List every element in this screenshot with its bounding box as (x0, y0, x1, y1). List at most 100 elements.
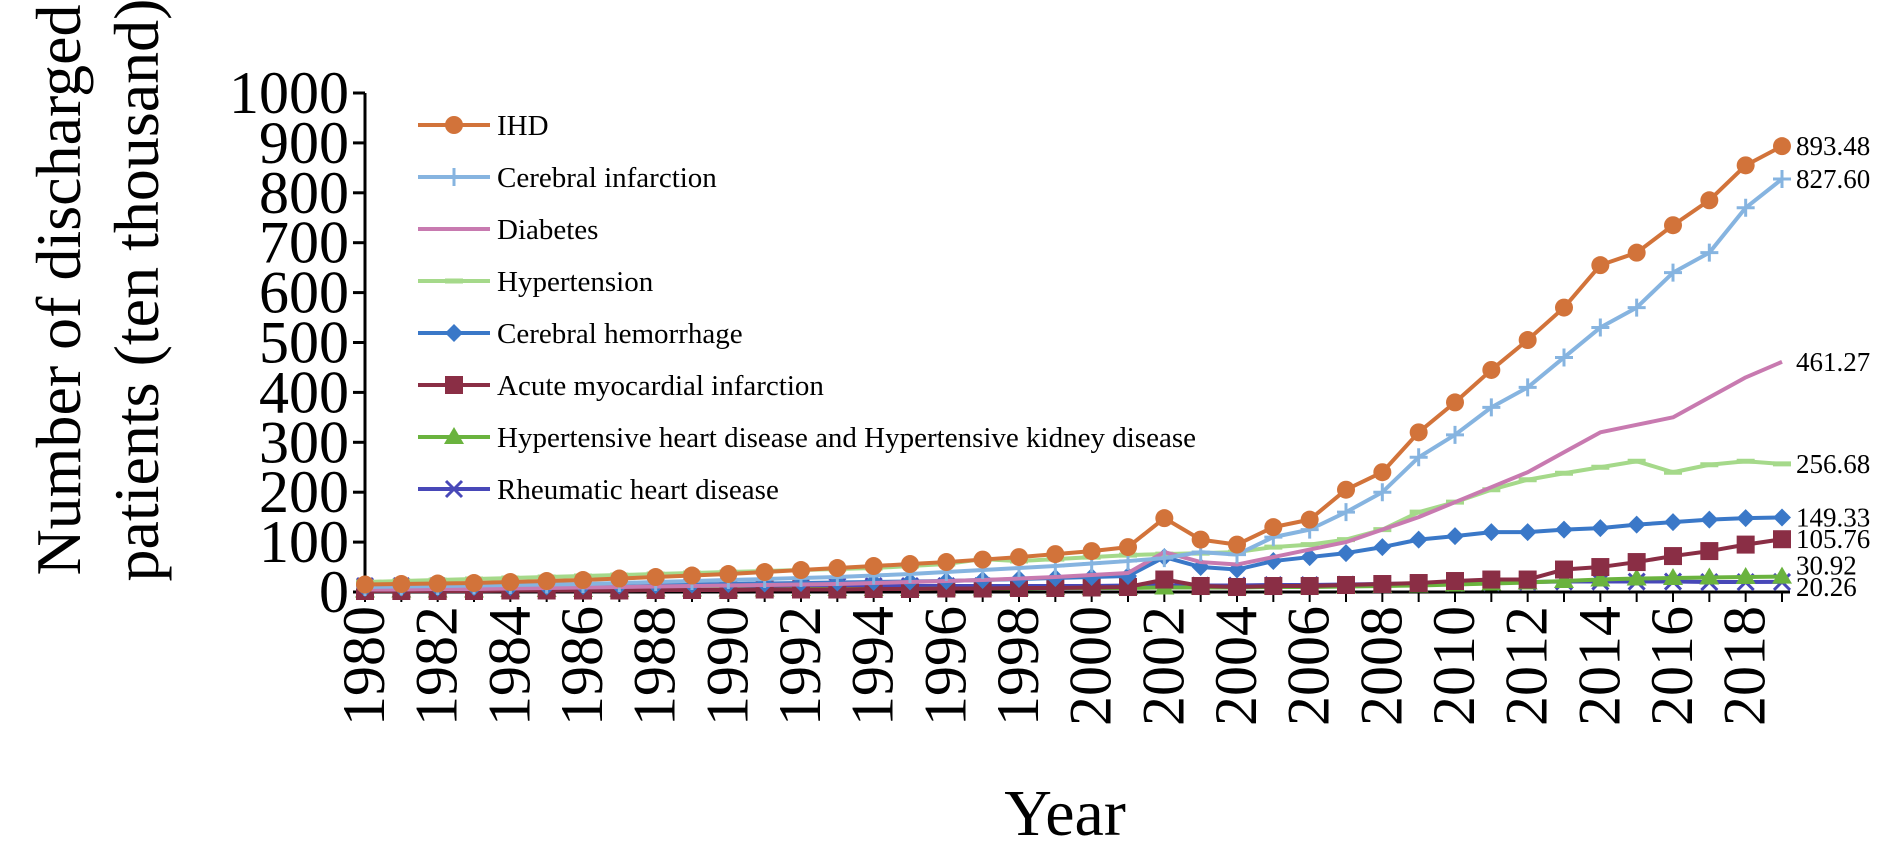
end-label-rheumatic-heart-disease: 20.26 (1796, 572, 1857, 602)
data-point-ihd (574, 571, 592, 590)
data-point-cerebral-infarction (1155, 549, 1174, 568)
data-point-cerebral-infarction (1518, 378, 1537, 397)
x-axis-title: Year (1004, 777, 1126, 850)
legend-item-diabetes: Diabetes (418, 214, 598, 246)
data-point-ihd (465, 574, 483, 593)
x-tick-label: 1992 (767, 606, 833, 726)
data-point-acute-myocardial-infarction (1773, 530, 1791, 549)
series-line-hypertension (364, 459, 1783, 585)
data-point-ihd (901, 555, 919, 574)
data-point-hypertensive-heart-disease-and-hypertensive-kidney-disease (1735, 567, 1756, 585)
y-tick-label: 100 (259, 509, 349, 575)
x-tick-label: 2004 (1203, 606, 1269, 726)
data-point-acute-myocardial-infarction (1555, 560, 1573, 579)
series-ihd (356, 137, 1791, 594)
end-label-hypertensive-heart-disease-and-hypertensive-kidney-disease: 30.92 (1796, 551, 1857, 581)
series-diabetes (365, 359, 1783, 592)
data-point-ihd (1337, 480, 1355, 499)
data-point-cerebral-hemorrhage (1518, 523, 1537, 542)
data-point-acute-myocardial-infarction (1300, 577, 1319, 596)
series-line-acute-myocardial-infarction (365, 537, 1783, 594)
y-tick-label: 0 (319, 559, 349, 625)
data-point-ihd (1373, 463, 1392, 482)
legend-marker-rheumatic-heart-disease (444, 479, 464, 499)
end-label-ihd: 893.48 (1796, 131, 1870, 161)
data-point-ihd (1409, 423, 1428, 442)
end-label-cerebral-infarction: 827.60 (1796, 164, 1870, 194)
data-point-cerebral-infarction (1591, 318, 1610, 337)
legend-label-cerebral-hemorrhage: Cerebral hemorrhage (497, 318, 743, 350)
data-point-ihd (973, 550, 992, 569)
x-tick-label: 1984 (476, 606, 542, 726)
data-point-ihd (1446, 393, 1464, 412)
data-point-cerebral-hemorrhage (1627, 515, 1646, 534)
data-point-ihd (1228, 535, 1246, 554)
data-point-acute-myocardial-infarction (1264, 577, 1283, 596)
data-point-cerebral-hemorrhage (1373, 538, 1392, 557)
data-point-acute-myocardial-infarction (1373, 575, 1392, 594)
data-point-cerebral-infarction (1773, 170, 1791, 189)
data-point-cerebral-hemorrhage (1664, 513, 1682, 532)
y-axis-title: Number of discharged patients (ten thous… (23, 0, 172, 581)
x-tick-label: 2018 (1712, 606, 1778, 726)
y-axis-title-line-1: Number of discharged (23, 4, 94, 575)
x-tick-label: 1990 (694, 606, 760, 726)
x-tick-label: 1996 (912, 606, 978, 726)
legend-marker-acute-myocardial-infarction (445, 376, 463, 394)
data-point-ihd (1664, 216, 1682, 235)
data-point-ihd (1155, 509, 1174, 528)
data-point-ihd (1482, 360, 1501, 379)
data-point-cerebral-infarction (1482, 398, 1501, 417)
legend-label-hypertension: Hypertension (497, 266, 654, 298)
legend-marker-hypertensive-heart-disease-and-hypertensive-kidney-disease (444, 427, 464, 444)
y-axis-title-line-2: patients (ten thousand) (101, 0, 172, 581)
data-point-cerebral-hemorrhage (1300, 548, 1319, 567)
data-point-cerebral-infarction (1555, 348, 1573, 367)
data-point-ihd (428, 574, 447, 593)
data-point-ihd (1591, 256, 1610, 275)
y-tick-label: 800 (259, 160, 349, 226)
end-label-acute-myocardial-infarction: 105.76 (1796, 524, 1870, 554)
data-point-acute-myocardial-infarction (1664, 547, 1682, 566)
x-tick-label: 1980 (331, 606, 397, 726)
data-point-ihd (537, 572, 556, 591)
legend-marker-cerebral-infarction (445, 168, 463, 186)
legend-label-cerebral-infarction: Cerebral infarction (497, 162, 717, 194)
x-tick-label: 1986 (549, 606, 615, 726)
data-point-ihd (1010, 548, 1028, 567)
data-point-ihd (646, 568, 665, 587)
data-point-acute-myocardial-infarction (1409, 574, 1428, 593)
legend-item-cerebral-hemorrhage: Cerebral hemorrhage (418, 318, 743, 350)
data-point-acute-myocardial-infarction (1119, 578, 1137, 597)
legend-item-cerebral-infarction: Cerebral infarction (418, 162, 717, 194)
data-point-ihd (1773, 137, 1791, 156)
data-point-ihd (1555, 298, 1573, 317)
data-point-acute-myocardial-infarction (1228, 578, 1246, 597)
x-tick-label: 2006 (1276, 606, 1342, 726)
data-point-ihd (610, 569, 629, 588)
data-point-cerebral-hemorrhage (1591, 519, 1610, 538)
data-point-cerebral-hemorrhage (1736, 509, 1755, 528)
data-point-acute-myocardial-infarction (1082, 578, 1101, 597)
x-axis-ticks: 1980 1982 1984 1986 1988 1990 1992 1994 1996 1998… (331, 592, 1783, 726)
data-point-ihd (1518, 331, 1537, 350)
data-point-ihd (1046, 545, 1065, 564)
y-tick-label: 400 (259, 359, 349, 425)
data-point-ihd (392, 575, 411, 594)
data-point-acute-myocardial-infarction (1446, 572, 1464, 591)
end-label-hypertension: 256.68 (1796, 449, 1870, 479)
data-point-cerebral-infarction (1627, 298, 1646, 317)
data-point-acute-myocardial-infarction (1700, 542, 1719, 561)
data-point-cerebral-hemorrhage (1773, 508, 1791, 527)
legend-item-ihd: IHD (418, 110, 549, 142)
data-point-cerebral-hemorrhage (1700, 510, 1719, 529)
legend-label-ihd: IHD (497, 110, 549, 142)
y-tick-label: 900 (259, 110, 349, 176)
y-tick-label: 300 (259, 409, 349, 475)
data-point-hypertensive-heart-disease-and-hypertensive-kidney-disease (1663, 568, 1683, 586)
data-point-cerebral-infarction (1700, 243, 1719, 262)
data-point-ihd (792, 561, 810, 580)
data-point-cerebral-infarction (1337, 503, 1355, 522)
legend-label-diabetes: Diabetes (497, 214, 598, 246)
